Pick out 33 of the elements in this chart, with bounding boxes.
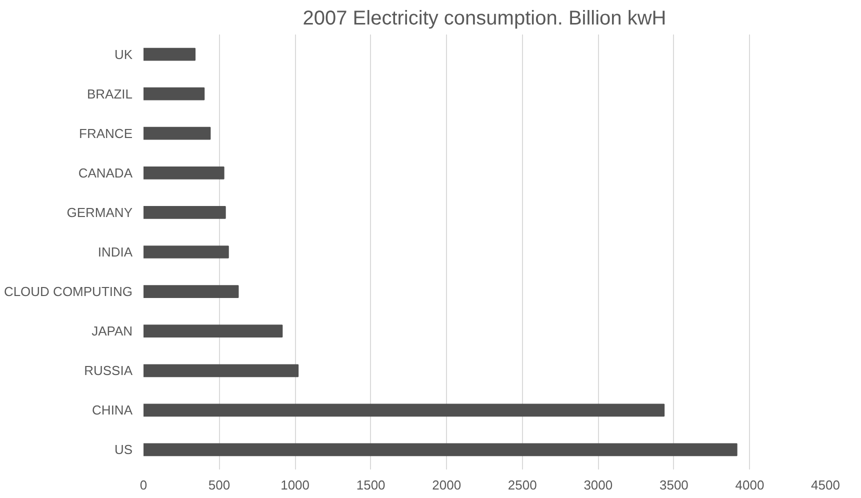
x-tick-label: 3500 xyxy=(659,478,688,492)
y-tick-label: INDIA xyxy=(98,244,133,260)
x-tick-label: 1500 xyxy=(356,478,386,492)
y-tick-label: US xyxy=(114,442,133,458)
y-tick-label: JAPAN xyxy=(92,324,132,339)
bar xyxy=(144,443,738,456)
y-tick-label: CLOUD COMPUTING xyxy=(4,284,133,300)
bar xyxy=(144,404,665,417)
x-tick-label: 1000 xyxy=(280,478,310,492)
bar xyxy=(144,166,224,180)
x-tick-label: 500 xyxy=(208,478,230,492)
bar xyxy=(144,48,196,61)
x-tick-label: 0 xyxy=(140,478,148,492)
bar xyxy=(144,206,226,219)
y-tick-label: RUSSIA xyxy=(84,363,133,378)
y-tick-label: BRAZIL xyxy=(86,86,133,102)
bar xyxy=(144,246,229,258)
bar xyxy=(144,364,299,378)
x-tick-label: 3000 xyxy=(584,478,613,492)
y-tick-label: GERMANY xyxy=(66,204,133,220)
y-tick-label: UK xyxy=(114,46,133,62)
y-tick-label: FRANCE xyxy=(79,126,133,141)
x-tick-label: 2000 xyxy=(432,478,462,492)
bar xyxy=(144,285,239,298)
x-tick-label: 2500 xyxy=(508,478,537,492)
chart-title: 2007 Electricity consumption. Billion kwH xyxy=(302,8,666,30)
bar xyxy=(144,324,283,338)
y-tick-label: CHINA xyxy=(92,402,133,418)
x-tick-label: 4000 xyxy=(735,478,764,492)
bar xyxy=(144,87,205,100)
x-tick-label: 4500 xyxy=(811,478,840,492)
y-tick-label: CANADA xyxy=(78,165,133,180)
bar xyxy=(144,126,211,140)
